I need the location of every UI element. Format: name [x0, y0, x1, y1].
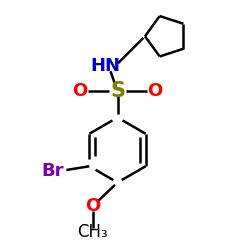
- Text: HN: HN: [90, 57, 120, 75]
- Text: Br: Br: [41, 162, 64, 180]
- Text: O: O: [148, 82, 162, 100]
- Text: CH₃: CH₃: [77, 223, 108, 241]
- Text: O: O: [85, 197, 100, 215]
- Text: O: O: [72, 82, 88, 100]
- Text: S: S: [110, 81, 125, 101]
